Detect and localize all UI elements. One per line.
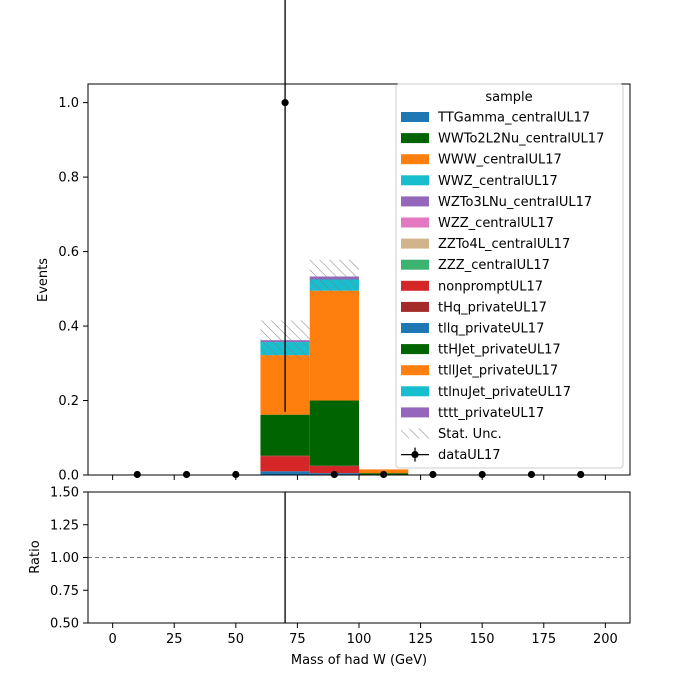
legend-label-WWW_centralUL17: WWW_centralUL17 <box>438 153 562 168</box>
legend-data-marker <box>411 451 419 459</box>
legend-label-ttllJet_privateUL17: ttllJet_privateUL17 <box>438 364 558 379</box>
bar-nonpromptUL17-bin-1 <box>309 466 359 474</box>
main-y-tick-label-0.4: 0.4 <box>58 320 79 335</box>
legend-label-tllq_privateUL17: tllq_privateUL17 <box>438 322 544 337</box>
legend-swatch-tHq_privateUL17 <box>401 301 429 312</box>
data-point-3 <box>281 99 289 107</box>
legend-label-ZZTo4L_centralUL17: ZZTo4L_centralUL17 <box>438 237 570 252</box>
legend-label-ttlnuJet_privateUL17: ttlnuJet_privateUL17 <box>438 385 571 400</box>
legend: sample TTGamma_centralUL17 WWTo2L2Nu_cent… <box>395 83 624 469</box>
legend-swatch-WWW_centralUL17 <box>401 154 429 165</box>
bar-ttHJet_privateUL17-bin-1 <box>309 400 359 466</box>
ratio-x-tick-label-25: 25 <box>166 632 183 647</box>
ratio-plot-area <box>88 492 630 623</box>
x-axis-label: Mass of had W (GeV) <box>291 653 427 668</box>
ratio-y-tick-label-1.00: 1.00 <box>50 551 79 566</box>
legend-swatch-WWTo2L2Nu_centralUL17 <box>401 133 429 144</box>
ratio-y-ticks: 0.50 0.75 1.00 1.25 1.50 <box>50 486 88 632</box>
legend-swatch-WZTo3LNu_centralUL17 <box>401 196 429 207</box>
main-y-tick-label-1.0: 1.0 <box>58 96 79 111</box>
legend-label-Stat. Unc.: Stat. Unc. <box>438 427 502 442</box>
main-y-tick-label-0.2: 0.2 <box>58 394 79 409</box>
ratio-plot: 0 25 50 75 100 125 150 175 200 0.50 0.75 1.00 1.25 1… <box>28 486 631 668</box>
ratio-y-tick-label-1.50: 1.50 <box>50 486 79 501</box>
legend-swatch-stat-unc <box>401 428 429 439</box>
legend-swatch-ttHJet_privateUL17 <box>401 344 429 355</box>
main-y-axis-label: Events <box>36 258 51 302</box>
legend-swatch-ZZTo4L_centralUL17 <box>401 238 429 249</box>
legend-swatch-ZZZ_centralUL17 <box>401 259 429 270</box>
ratio-x-tick-label-150: 150 <box>470 632 495 647</box>
main-y-tick-label-0.6: 0.6 <box>58 245 79 260</box>
data-points <box>133 0 585 479</box>
ratio-x-tick-label-125: 125 <box>408 632 433 647</box>
main-y-tick-label-0.0: 0.0 <box>58 469 79 484</box>
ratio-x-tick-label-200: 200 <box>593 632 618 647</box>
legend-label-dataUL17: dataUL17 <box>438 448 501 463</box>
legend-title: sample <box>485 90 532 105</box>
ratio-x-tick-label-50: 50 <box>228 632 245 647</box>
ratio-y-axis-label: Ratio <box>28 540 43 573</box>
ratio-y-tick-label-1.25: 1.25 <box>50 518 79 533</box>
legend-label-tttt_privateUL17: tttt_privateUL17 <box>438 406 544 421</box>
main-y-ticks: 0.0 0.2 0.4 0.6 0.8 1.0 <box>58 96 88 484</box>
legend-label-nonpromptUL17: nonpromptUL17 <box>438 279 543 294</box>
legend-label-WZZ_centralUL17: WZZ_centralUL17 <box>438 216 554 231</box>
legend-swatch-nonpromptUL17 <box>401 280 429 291</box>
legend-swatch-WZZ_centralUL17 <box>401 217 429 228</box>
bar-tHq_privateUL17-bin-1 <box>309 465 359 467</box>
legend-label-tHq_privateUL17: tHq_privateUL17 <box>438 300 547 315</box>
main-x-ticks <box>112 475 606 480</box>
ratio-y-tick-label-0.75: 0.75 <box>50 584 79 599</box>
bar-tHq_privateUL17-bin-0 <box>260 455 310 457</box>
legend-swatch-tttt_privateUL17 <box>401 407 429 418</box>
stat-unc-bin-1 <box>309 259 359 293</box>
legend-swatch-WWZ_centralUL17 <box>401 175 429 186</box>
legend-swatch-ttllJet_privateUL17 <box>401 365 429 376</box>
legend-items: TTGamma_centralUL17 WWTo2L2Nu_centralUL17… <box>401 111 604 463</box>
legend-swatch-ttlnuJet_privateUL17 <box>401 386 429 397</box>
bar-ttllJet_privateUL17-bin-1 <box>309 290 359 401</box>
ratio-x-tick-label-0: 0 <box>108 632 116 647</box>
legend-swatch-TTGamma_centralUL17 <box>401 112 429 122</box>
bar-nonpromptUL17-bin-0 <box>260 456 310 472</box>
ratio-content <box>88 492 630 623</box>
legend-label-WWTo2L2Nu_centralUL17: WWTo2L2Nu_centralUL17 <box>438 132 604 147</box>
main-y-tick-label-0.8: 0.8 <box>58 171 79 186</box>
bar-ttHJet_privateUL17-bin-0 <box>260 414 310 456</box>
legend-label-WZTo3LNu_centralUL17: WZTo3LNu_centralUL17 <box>438 195 592 210</box>
legend-label-ttHJet_privateUL17: ttHJet_privateUL17 <box>438 343 561 358</box>
ratio-y-tick-label-0.50: 0.50 <box>50 617 79 632</box>
ratio-x-tick-label-100: 100 <box>347 632 372 647</box>
ratio-x-ticks: 0 25 50 75 100 125 150 175 200 <box>108 623 618 647</box>
legend-label-WWZ_centralUL17: WWZ_centralUL17 <box>438 174 558 189</box>
legend-swatch-tllq_privateUL17 <box>401 323 429 333</box>
legend-label-ZZZ_centralUL17: ZZZ_centralUL17 <box>438 258 550 273</box>
legend-label-TTGamma_centralUL17: TTGamma_centralUL17 <box>437 111 590 126</box>
legend-box <box>395 83 624 469</box>
ratio-x-tick-label-75: 75 <box>289 632 306 647</box>
bar-TTGamma_centralUL17-bin-0 <box>260 471 310 475</box>
ratio-x-tick-label-175: 175 <box>531 632 556 647</box>
